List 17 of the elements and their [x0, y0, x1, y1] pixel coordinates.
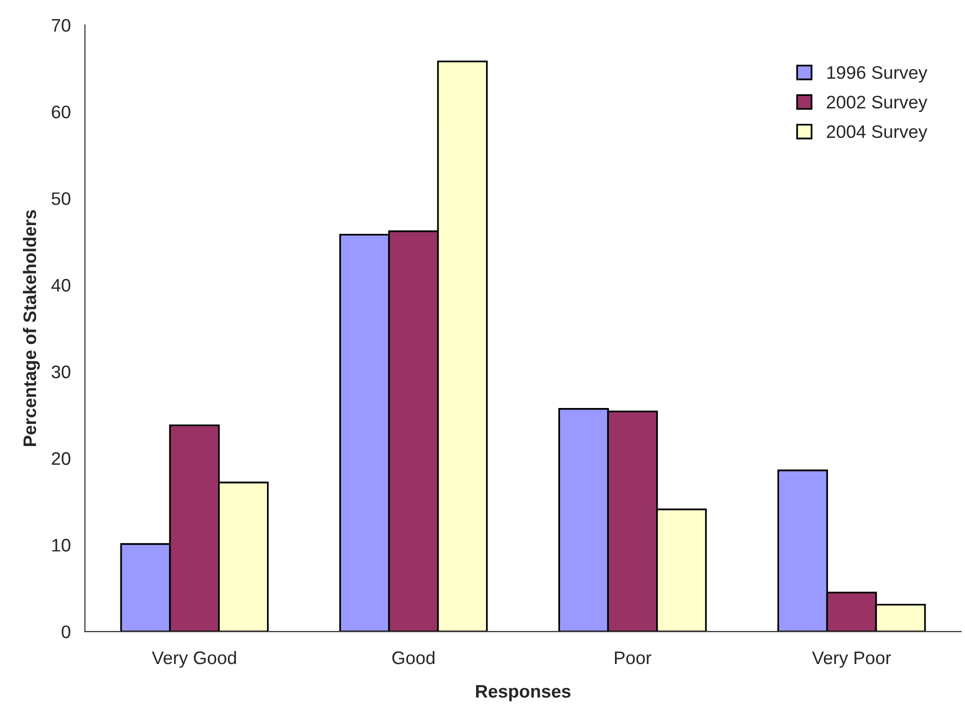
y-tick-label: 10 [52, 538, 70, 552]
legend-label: 1996 Survey [827, 66, 928, 82]
x-axis-title: Responses [476, 685, 570, 702]
x-tick-label: Poor [614, 652, 652, 664]
y-tick-label: 60 [52, 106, 70, 118]
legend-label: 2004 Survey [826, 125, 928, 142]
y-tick-label: 30 [52, 366, 70, 378]
x-tick-label: Good [392, 650, 434, 664]
y-tick-label: 70 [52, 18, 70, 32]
legend-label: 2002 Survey [826, 96, 928, 112]
x-tick-label: Very Good [152, 650, 236, 668]
y-tick-label: 40 [51, 278, 70, 292]
x-tick-label: Very Poor [812, 652, 891, 668]
y-axis-title: Percentage of Stakeholders [22, 210, 40, 446]
y-tick-label: 20 [52, 452, 70, 465]
y-tick-label: 50 [52, 192, 70, 206]
y-tick-label: 0 [62, 625, 70, 638]
